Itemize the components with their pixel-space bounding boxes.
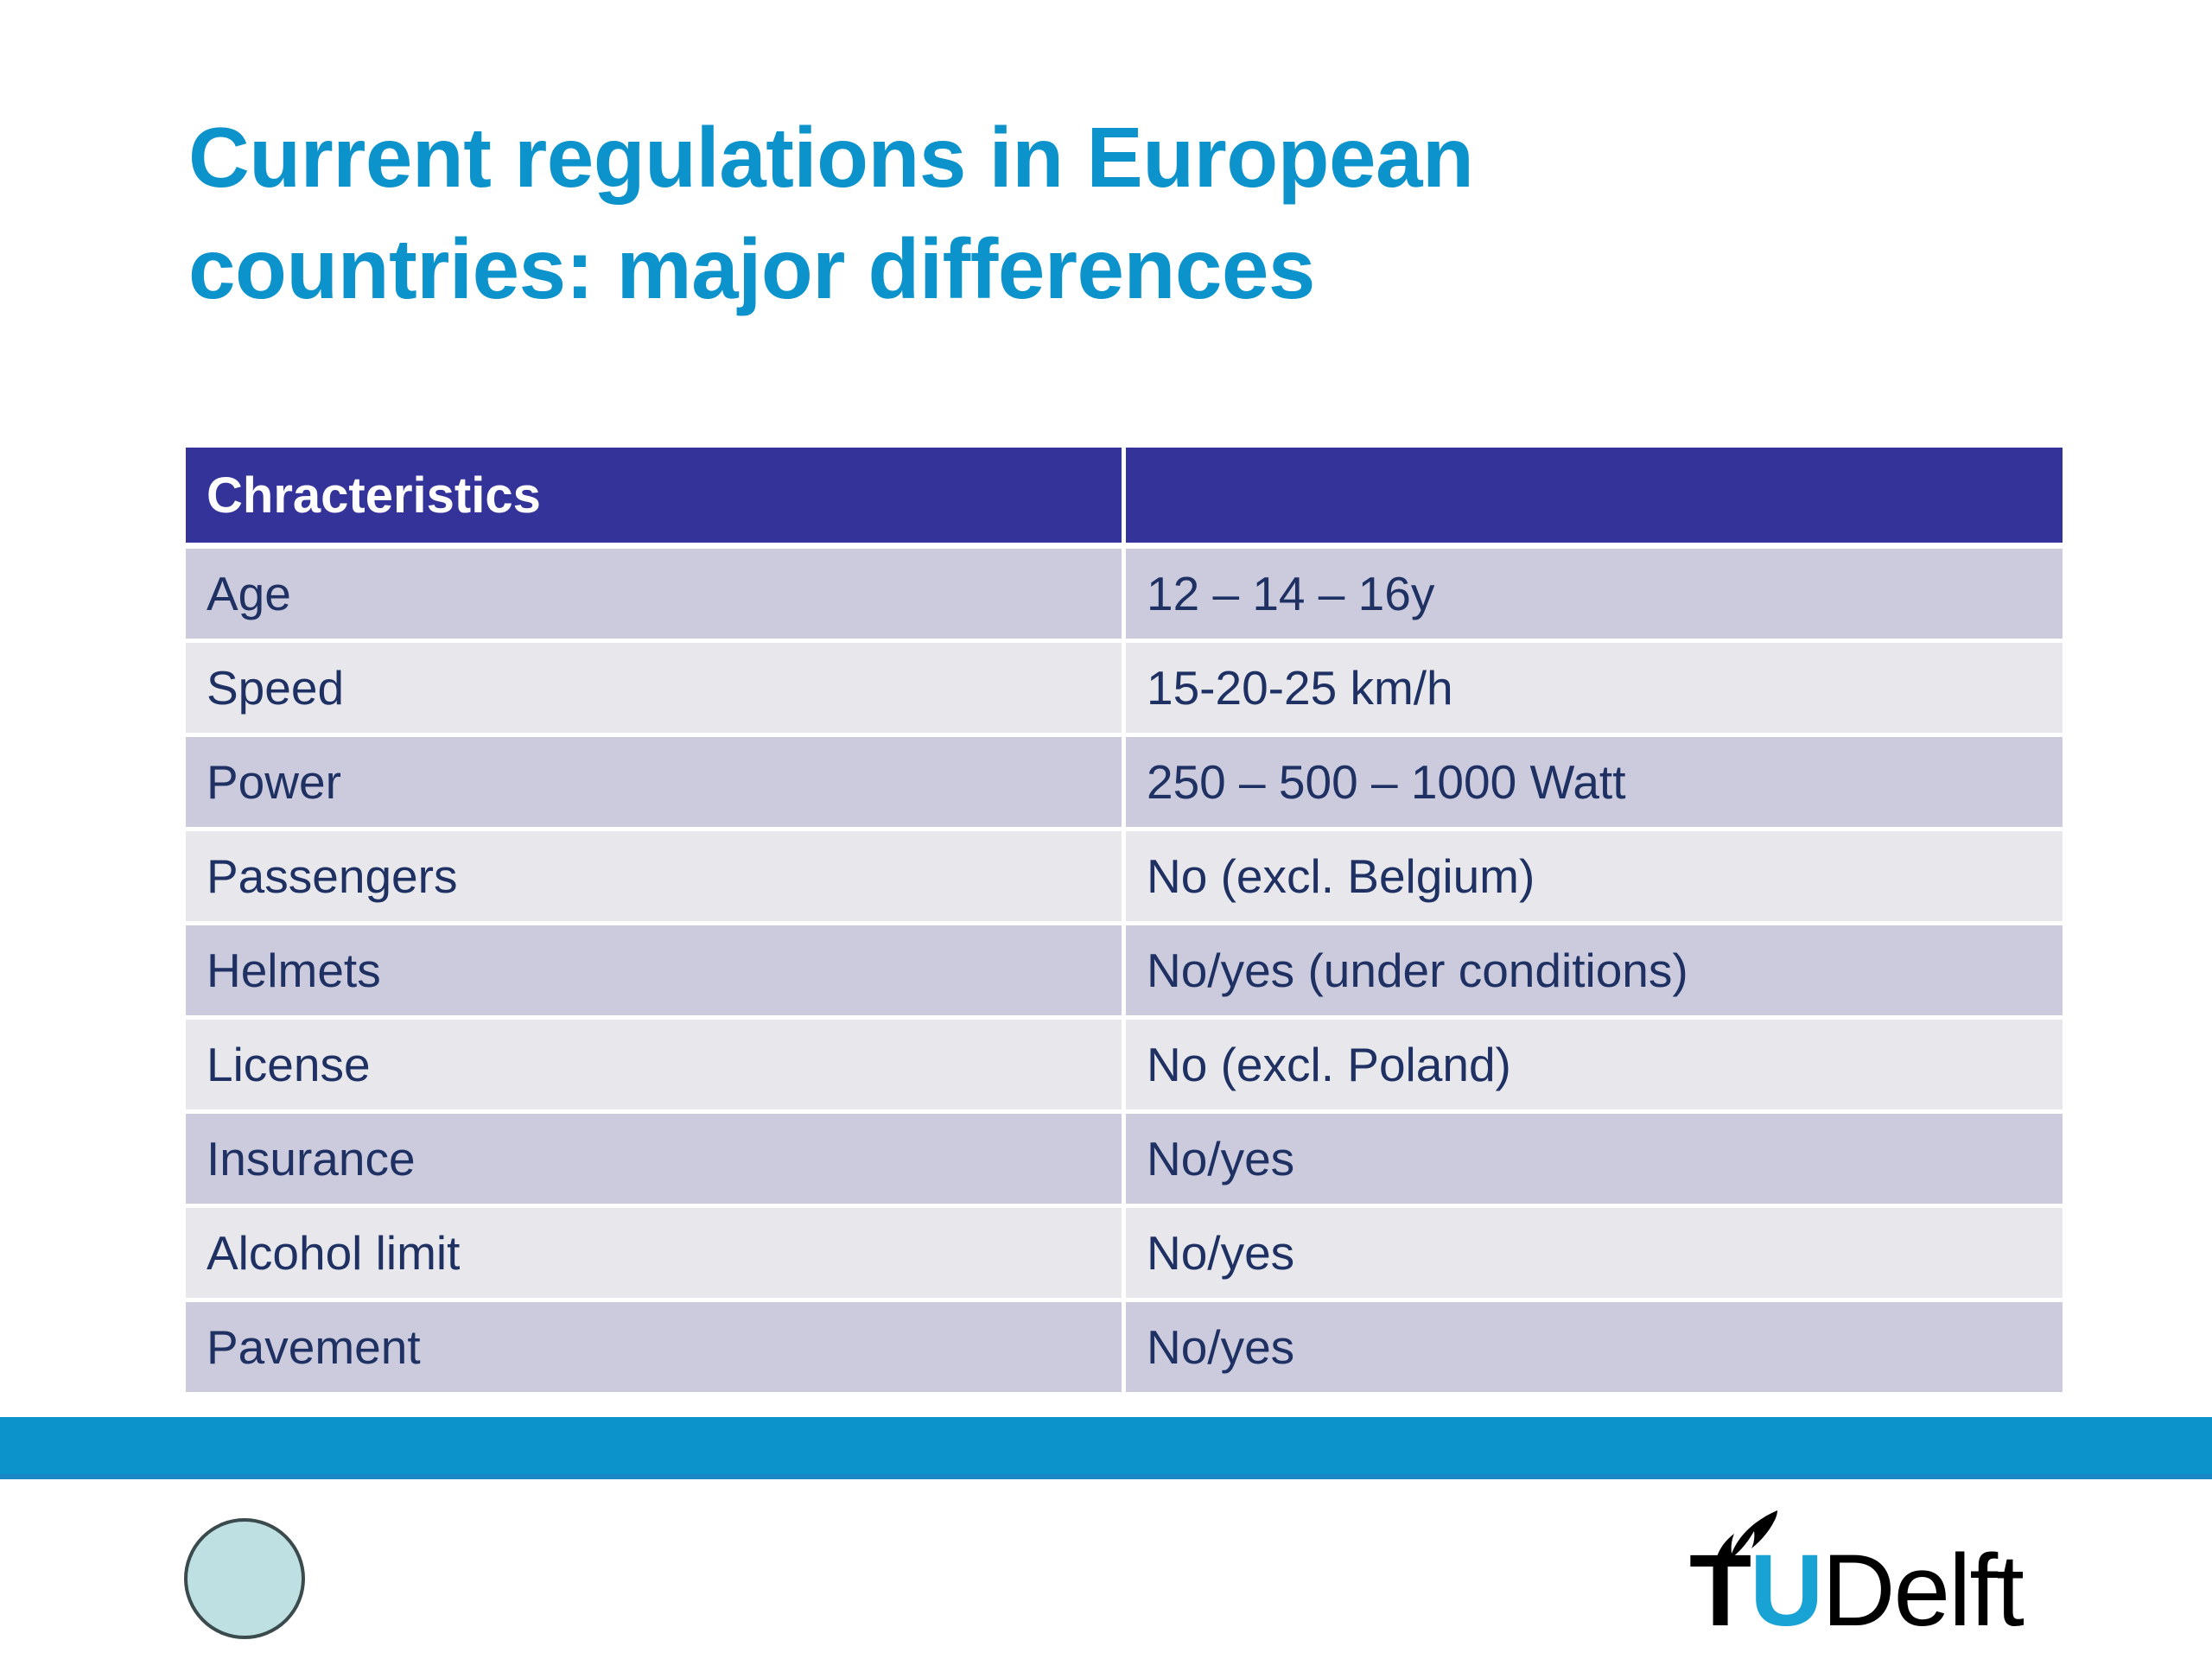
table-row: Passengers No (excl. Belgium) (186, 831, 2063, 925)
cell-value: 12 – 14 – 16y (1126, 549, 2063, 643)
cell-characteristic: Speed (186, 643, 1126, 737)
footer-circle-decoration (184, 1518, 305, 1639)
table-header-row: Chracteristics (186, 448, 2063, 549)
cell-value: 15-20-25 km/h (1126, 643, 2063, 737)
footer-accent-bar-hairline (0, 1474, 2212, 1479)
cell-value: 250 – 500 – 1000 Watt (1126, 737, 2063, 831)
page-title: Current regulations in European countrie… (188, 110, 1474, 317)
cell-value: No/yes (1126, 1302, 2063, 1392)
logo-letter-t: T (1689, 1534, 1751, 1648)
table-row: Age 12 – 14 – 16y (186, 549, 2063, 643)
cell-characteristic: Helmets (186, 925, 1126, 1020)
table-row: Pavement No/yes (186, 1302, 2063, 1392)
table-body: Age 12 – 14 – 16y Speed 15-20-25 km/h Power 2… (186, 549, 2063, 1392)
logo-word-delft: Delft (1821, 1534, 2024, 1648)
regulations-table-container: Chracteristics Age 12 – 14 – 16y Speed 15-2… (186, 448, 2063, 1392)
cell-characteristic: Power (186, 737, 1126, 831)
footer-accent-bar (0, 1417, 2212, 1479)
table-row: Speed 15-20-25 km/h (186, 643, 2063, 737)
cell-value: No/yes (1126, 1114, 2063, 1208)
column-header-values (1126, 448, 2063, 549)
regulations-table: Chracteristics Age 12 – 14 – 16y Speed 15-2… (186, 448, 2063, 1392)
table-row: License No (excl. Poland) (186, 1020, 2063, 1114)
cell-characteristic: Passengers (186, 831, 1126, 925)
tu-delft-logo: TUDelft (1689, 1510, 2052, 1643)
cell-value: No/yes (1126, 1208, 2063, 1302)
table-row: Helmets No/yes (under conditions) (186, 925, 2063, 1020)
table-row: Insurance No/yes (186, 1114, 2063, 1208)
table-row: Alcohol limit No/yes (186, 1208, 2063, 1302)
logo-letter-u: U (1750, 1534, 1823, 1648)
cell-value: No/yes (under conditions) (1126, 925, 2063, 1020)
cell-characteristic: License (186, 1020, 1126, 1114)
flame-icon (1714, 1510, 1777, 1567)
cell-value: No (excl. Poland) (1126, 1020, 2063, 1114)
cell-value: No (excl. Belgium) (1126, 831, 2063, 925)
cell-characteristic: Alcohol limit (186, 1208, 1126, 1302)
tu-delft-wordmark: TUDelft (1689, 1540, 2024, 1642)
column-header-characteristics: Chracteristics (186, 448, 1126, 549)
table-row: Power 250 – 500 – 1000 Watt (186, 737, 2063, 831)
cell-characteristic: Insurance (186, 1114, 1126, 1208)
cell-characteristic: Age (186, 549, 1126, 643)
cell-characteristic: Pavement (186, 1302, 1126, 1392)
table-header: Chracteristics (186, 448, 2063, 549)
